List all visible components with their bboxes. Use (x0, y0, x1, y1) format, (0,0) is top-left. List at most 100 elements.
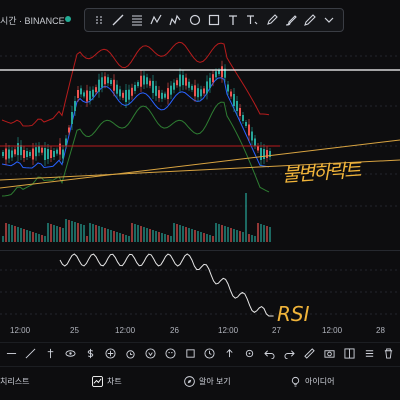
volume-bar (152, 230, 154, 242)
object-icon[interactable] (183, 347, 197, 361)
volume-bar (44, 236, 46, 242)
candle-body (209, 77, 211, 88)
time-axis[interactable]: 12:00 25 12:00 26 12:00 27 12:00 28 (0, 326, 400, 340)
volume-bar (98, 226, 100, 242)
trendline-icon[interactable] (111, 13, 125, 27)
compare-icon[interactable] (143, 347, 157, 361)
chevron-down-icon[interactable] (322, 13, 336, 27)
candle-body (56, 149, 58, 154)
bollinger-lower-band (1, 101, 270, 197)
alarm-icon[interactable] (123, 347, 137, 361)
candle-body (227, 84, 229, 92)
eye-icon[interactable] (64, 347, 78, 361)
volume-bar (185, 227, 187, 242)
candle-body (8, 149, 10, 159)
volume-bar (188, 228, 190, 242)
trend-line (0, 139, 400, 189)
layout-icon[interactable] (342, 347, 356, 361)
pencil-icon[interactable] (265, 13, 279, 27)
volume-bar (122, 234, 124, 242)
circle-icon[interactable] (188, 13, 202, 27)
candle-body (170, 85, 172, 95)
handwritten-rsi-note: RSI (277, 302, 310, 326)
pattern-icon[interactable] (149, 13, 163, 27)
redo-icon[interactable] (282, 347, 296, 361)
volume-bar (173, 223, 175, 242)
candle-body (188, 81, 190, 88)
nav-watchlist[interactable]: 치리스트 (0, 376, 29, 387)
text-note-icon[interactable] (245, 13, 259, 27)
settings-icon[interactable] (243, 347, 257, 361)
candle-body (17, 143, 19, 156)
stick-icon[interactable] (4, 347, 18, 361)
dollar-icon[interactable] (84, 347, 98, 361)
rsi-pane[interactable] (0, 252, 400, 332)
candle-body (107, 77, 109, 84)
candle-body (242, 115, 244, 121)
volume-bar (230, 228, 232, 242)
path-icon[interactable] (168, 13, 182, 27)
price-chart[interactable] (0, 36, 400, 248)
candle-body (200, 89, 202, 97)
text-icon[interactable] (226, 13, 240, 27)
rsi-grid (0, 269, 400, 315)
candle-body (23, 150, 25, 158)
candle-body (167, 88, 169, 100)
nav-chart[interactable]: 차트 (92, 376, 122, 387)
volume-bar (143, 227, 145, 242)
indicator-icon[interactable] (163, 347, 177, 361)
volume-bar (209, 235, 211, 242)
candle-body (257, 145, 259, 151)
nav-explore-label: 알아 보기 (199, 377, 231, 386)
undo-icon[interactable] (263, 347, 277, 361)
grip-icon[interactable] (92, 13, 106, 27)
camera-icon[interactable] (322, 347, 336, 361)
symbol-label[interactable]: 시간 · BINANCE (0, 16, 65, 26)
volume-bar (197, 231, 199, 242)
x-tick-label: 12:00 (10, 326, 31, 335)
volume-bar (17, 227, 19, 242)
trash-icon[interactable] (382, 347, 396, 361)
ruler-icon[interactable] (302, 347, 316, 361)
nav-explore[interactable]: 알아 보기 (184, 376, 231, 387)
candle-body (239, 108, 241, 116)
volume-bar (215, 223, 217, 242)
volume-bar (137, 225, 139, 242)
candle-body (128, 89, 130, 100)
x-tick-label: 12:00 (218, 326, 239, 335)
volume-bar (107, 229, 109, 242)
replay-icon[interactable] (203, 347, 217, 361)
volume-bar (53, 225, 55, 242)
volume-bar (218, 224, 220, 242)
volume-bar (146, 228, 148, 242)
volume-bar (50, 224, 52, 242)
volume-bar (158, 232, 160, 242)
candle-body (29, 152, 31, 156)
volume-bar (182, 226, 184, 242)
volume-bar (11, 225, 13, 242)
live-status-dot (65, 16, 71, 22)
plus-icon[interactable] (103, 347, 117, 361)
candle-body (104, 76, 106, 85)
candle-body (197, 88, 199, 98)
moving-average-line (1, 77, 270, 169)
upload-icon[interactable] (223, 347, 237, 361)
fib-icon[interactable] (130, 13, 144, 27)
candle-body (230, 91, 232, 97)
list-icon[interactable] (362, 347, 376, 361)
candle-body (218, 70, 220, 75)
volume-bar (221, 225, 223, 242)
volume-bar (116, 232, 118, 242)
rect-icon[interactable] (207, 13, 221, 27)
pane-divider[interactable] (0, 250, 400, 251)
nav-ideas[interactable]: 아이디어 (290, 376, 334, 387)
candle-body (215, 71, 217, 78)
x-tick-label: 25 (70, 326, 79, 335)
candle-body (185, 77, 187, 86)
trendline-icon[interactable] (24, 347, 38, 361)
brush-icon[interactable] (284, 13, 298, 27)
candle-body (248, 124, 250, 136)
highlighter-icon[interactable] (303, 13, 317, 27)
volume-bar (104, 228, 106, 242)
pin-icon[interactable] (44, 347, 58, 361)
